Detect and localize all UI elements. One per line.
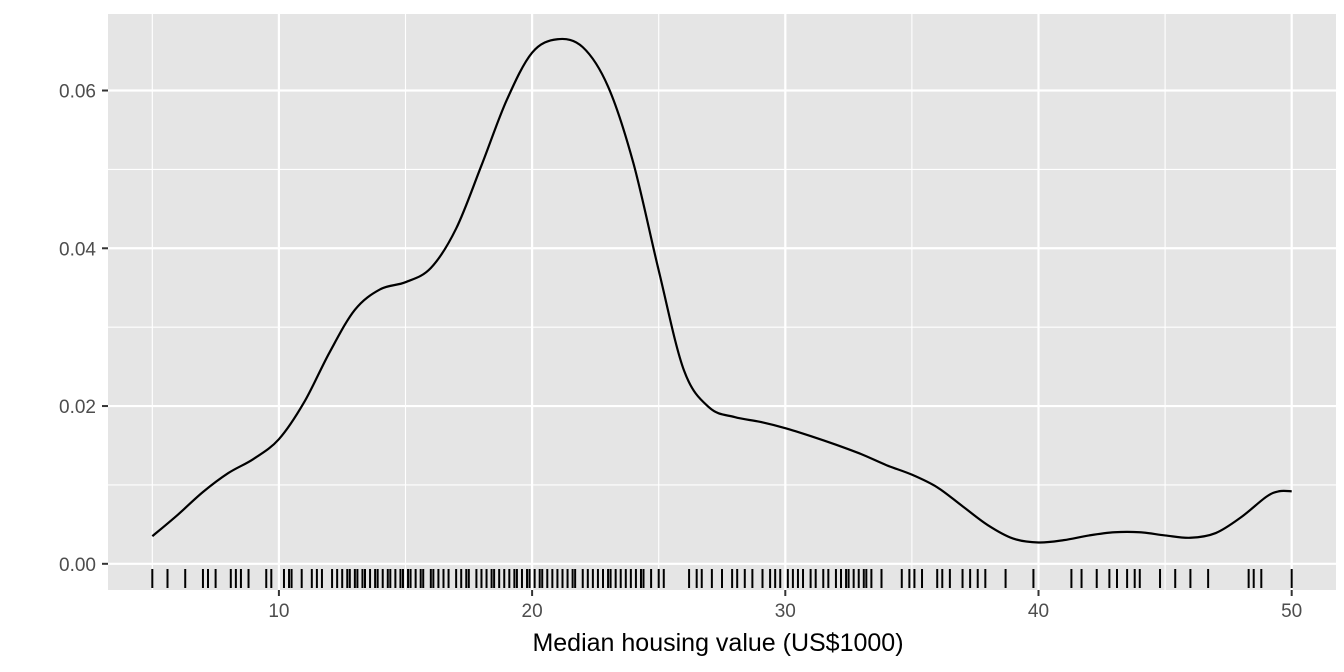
y-axis: 0.00 0.02 0.04 0.06: [59, 82, 108, 576]
x-tick-label: 20: [522, 601, 543, 622]
x-axis-title: Median housing value (US$1000): [532, 629, 903, 657]
x-tick-label: 30: [775, 601, 796, 622]
minor-gridlines: [108, 14, 1336, 590]
x-tick-label: 50: [1281, 601, 1302, 622]
major-gridlines: [108, 14, 1336, 590]
rug-marks: [151, 569, 1293, 588]
x-tick-label: 40: [1028, 601, 1049, 622]
y-tick-label: 0.06: [59, 82, 96, 103]
y-tick-label: 0.00: [59, 555, 96, 576]
y-tick-label: 0.02: [59, 397, 96, 418]
panel-background: [108, 14, 1336, 590]
density-curve: [151, 37, 1292, 544]
y-tick-label: 0.04: [59, 239, 96, 260]
x-tick-label: 10: [268, 601, 289, 622]
x-axis: 10 20 30 40 50: [268, 590, 1302, 622]
